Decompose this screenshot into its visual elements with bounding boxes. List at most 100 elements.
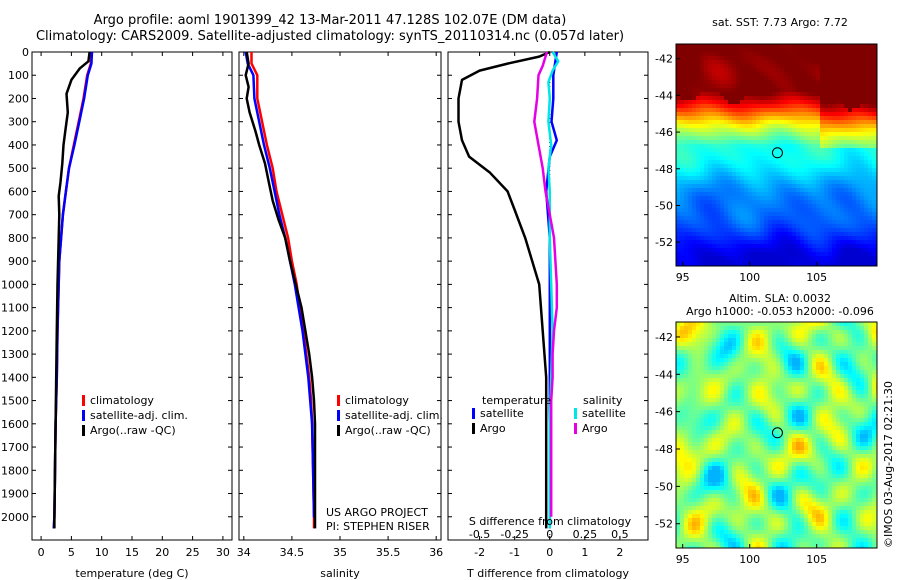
map-cell — [784, 406, 789, 411]
map-cell — [864, 430, 869, 435]
map-cell — [680, 406, 685, 411]
map-cell — [756, 350, 761, 355]
map-cell — [808, 370, 813, 375]
map-cell — [792, 240, 797, 245]
map-cell — [688, 362, 693, 367]
map-cell — [724, 374, 729, 379]
map-cell — [852, 378, 857, 383]
map-cell — [820, 252, 825, 257]
map-cell — [792, 80, 797, 85]
map-cell — [764, 402, 769, 407]
map-cell — [864, 354, 869, 359]
map-cell — [852, 104, 857, 109]
map-cell — [732, 224, 737, 229]
map-cell — [824, 486, 829, 491]
map-cell — [836, 342, 841, 347]
map-cell — [696, 402, 701, 407]
map-cell — [684, 72, 689, 77]
map-cell — [772, 354, 777, 359]
map-cell — [688, 418, 693, 423]
map-cell — [864, 410, 869, 415]
map-cell — [716, 240, 721, 245]
map-cell — [696, 160, 701, 165]
map-cell — [872, 100, 877, 105]
map-cell — [768, 104, 773, 109]
map-cell — [676, 228, 681, 233]
map-cell — [808, 398, 813, 403]
map-cell — [724, 200, 729, 205]
map-cell — [796, 44, 801, 49]
map-cell — [792, 362, 797, 367]
map-cell — [780, 48, 785, 53]
map-cell — [864, 260, 869, 265]
map-cell — [848, 406, 853, 411]
map-cell — [840, 120, 845, 125]
map-cell — [852, 466, 857, 471]
map-cell — [784, 96, 789, 101]
map-cell — [720, 426, 725, 431]
map-cell — [776, 394, 781, 399]
map-cell — [724, 256, 729, 261]
map-cell — [760, 338, 765, 343]
map-cell — [692, 342, 697, 347]
map-cell — [792, 88, 797, 93]
map-cell — [812, 350, 817, 355]
map-cell — [708, 458, 713, 463]
map-cell — [836, 260, 841, 265]
map-cell — [764, 148, 769, 153]
map-cell — [708, 108, 713, 113]
map-cell — [720, 228, 725, 233]
map-cell — [804, 414, 809, 419]
map-cell — [752, 398, 757, 403]
map-cell — [864, 362, 869, 367]
map-cell — [832, 180, 837, 185]
map-cell — [768, 322, 773, 327]
map-cell — [832, 212, 837, 217]
map-cell — [676, 418, 681, 423]
map-cell — [696, 394, 701, 399]
map-cell — [848, 438, 853, 443]
map-cell — [728, 220, 733, 225]
map-cell — [788, 144, 793, 149]
map-cell — [784, 370, 789, 375]
map-cell — [812, 346, 817, 351]
map-cell — [776, 446, 781, 451]
map-cell — [788, 136, 793, 141]
map-cell — [872, 402, 877, 407]
map-cell — [820, 442, 825, 447]
map-cell — [756, 76, 761, 81]
map-cell — [808, 418, 813, 423]
map-cell — [800, 430, 805, 435]
map-cell — [768, 80, 773, 85]
map-cell — [676, 96, 681, 101]
map-cell — [740, 466, 745, 471]
map-cell — [872, 370, 877, 375]
map-cell — [848, 60, 853, 65]
map-cell — [820, 116, 825, 121]
map-cell — [780, 184, 785, 189]
map-cell — [768, 180, 773, 185]
map-cell — [824, 108, 829, 113]
map-cell — [812, 402, 817, 407]
map-cell — [792, 124, 797, 129]
map-cell — [860, 422, 865, 427]
map-cell — [860, 482, 865, 487]
map-cell — [720, 232, 725, 237]
map-cell — [824, 64, 829, 69]
map-cell — [740, 322, 745, 327]
map-cell — [820, 406, 825, 411]
map-cell — [816, 390, 821, 395]
map-cell — [688, 60, 693, 65]
map-cell — [712, 414, 717, 419]
map-cell — [756, 382, 761, 387]
map-cell — [812, 390, 817, 395]
map-cell — [856, 44, 861, 49]
map-cell — [768, 366, 773, 371]
map-cell — [840, 470, 845, 475]
map-cell — [700, 172, 705, 177]
map-cell — [816, 124, 821, 129]
map-cell — [816, 446, 821, 451]
map-cell — [704, 208, 709, 213]
map-cell — [828, 44, 833, 49]
map-cell — [760, 104, 765, 109]
